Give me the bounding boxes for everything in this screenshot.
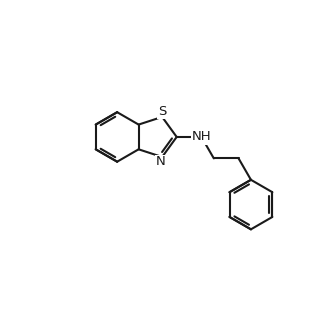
Text: N: N xyxy=(156,155,165,168)
Text: NH: NH xyxy=(192,130,211,144)
Text: S: S xyxy=(158,106,166,118)
